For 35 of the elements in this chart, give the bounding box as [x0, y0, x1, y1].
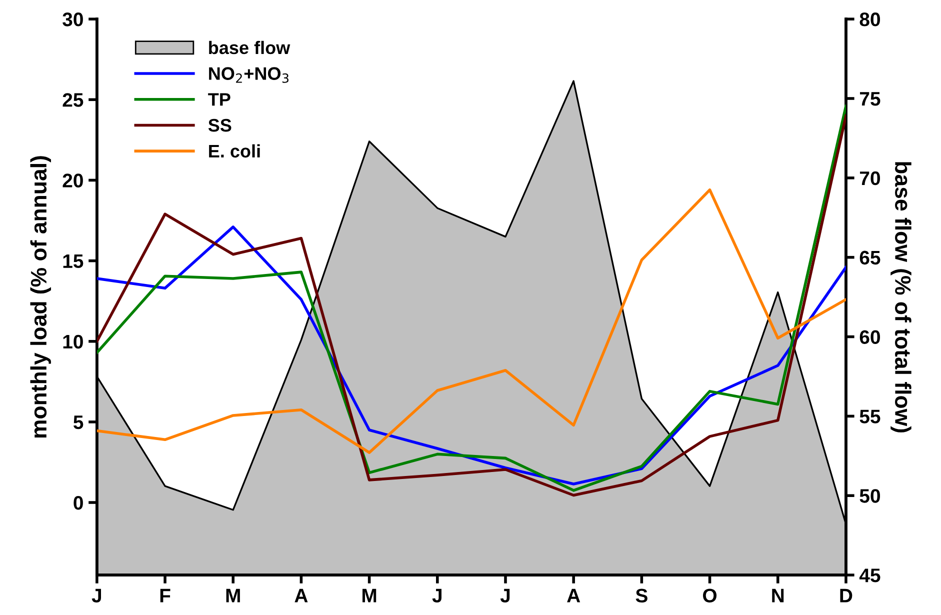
y2-tick-label: 50 [860, 489, 880, 503]
y2-tick-label: 65 [860, 250, 880, 265]
x-tick-label: J [500, 588, 510, 602]
y-axis-title: monthly load (% of annual) [30, 156, 51, 438]
line-series [96, 188, 846, 454]
x-tick-label: D [840, 588, 852, 602]
y2-tick-label: 70 [860, 171, 880, 186]
legend-label: base flow [209, 40, 290, 54]
legend-label: NO$_{2}$+NO$_{3}$ [209, 67, 288, 83]
x-tick-label: M [226, 588, 240, 602]
x-tick-label: J [92, 588, 101, 602]
legend-label: TP [208, 93, 230, 106]
x-tick-label: F [160, 588, 170, 602]
x-tick-label: S [636, 588, 648, 602]
legend-label: SS [208, 118, 232, 132]
x-tick-label: A [567, 588, 580, 602]
y2-tick-label: 75 [860, 92, 880, 106]
y-tick-label: 5 [74, 416, 84, 430]
y-tick-label: 30 [62, 12, 83, 26]
y-tick-label: 10 [63, 334, 83, 349]
y-tick-label: 15 [63, 254, 84, 268]
y-tick-label: 20 [62, 174, 83, 188]
x-tick-label: O [703, 588, 717, 602]
y2-tick-label: 55 [860, 410, 880, 424]
y-tick-label: 25 [62, 93, 84, 107]
y2-tick-label: 45 [859, 568, 880, 582]
x-tick-label: A [294, 588, 308, 602]
y2-tick-label: 60 [860, 330, 880, 344]
y2-axis-title: base flow (% of total flow) [890, 162, 912, 432]
legend-label: E. coli [209, 144, 260, 158]
y2-tick-label: 80 [860, 12, 880, 26]
x-tick-label: J [432, 588, 442, 602]
x-tick-label: N [772, 588, 784, 602]
y-tick-label: 0 [74, 496, 83, 510]
x-tick-label: M [362, 588, 376, 602]
